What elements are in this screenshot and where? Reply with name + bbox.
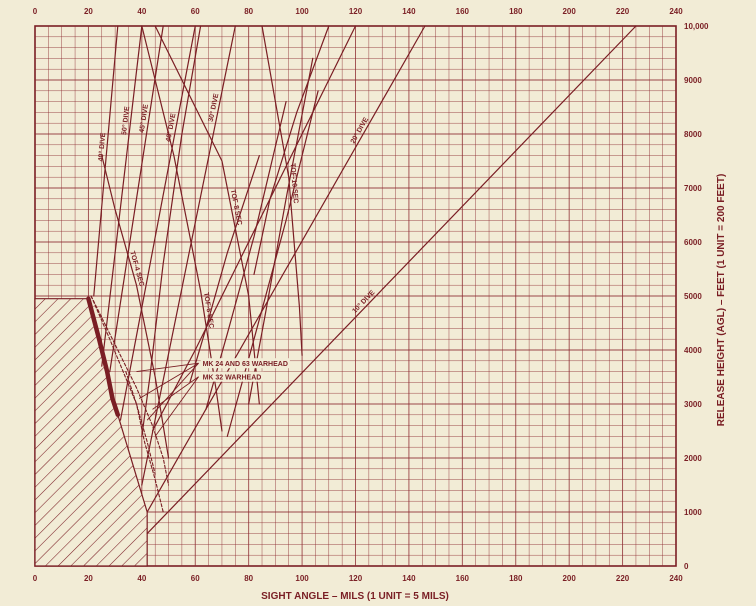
annotation-bg [200, 358, 290, 369]
series-line-12 [151, 25, 357, 432]
series-line-13 [189, 155, 260, 383]
series-50-dive [101, 25, 143, 367]
series-line-19 [90, 295, 170, 486]
x-tick-label-top: 220 [616, 7, 630, 16]
y-tick-label: 2000 [684, 454, 702, 463]
curve-label: 45° DIVE [138, 103, 150, 133]
y-tick-label: 5000 [684, 292, 702, 301]
y-tick-label: 0 [684, 562, 689, 571]
series-line-11 [141, 25, 202, 437]
series-40-dive [93, 25, 119, 297]
series-10-dive [146, 25, 637, 535]
x-tick-label-bottom: 100 [295, 574, 309, 583]
warhead-annotations: MK 24 AND 63 WARHEAD MK 32 WARHEAD [136, 358, 290, 437]
series-20-dive [146, 25, 426, 513]
series-45-dive [109, 25, 164, 373]
y-tick-label: 4000 [684, 346, 702, 355]
y-tick-label: 8000 [684, 130, 702, 139]
curve-label: TOF-10 SEC [289, 163, 299, 204]
annotation-arrow [152, 376, 199, 410]
x-tick-label-bottom: 80 [244, 574, 253, 583]
series-tof-10-sec [261, 25, 303, 356]
y-tick-label: 1000 [684, 508, 702, 517]
x-tick-label-top: 240 [669, 7, 683, 16]
series-line-14 [205, 100, 287, 410]
x-tick-label-bottom: 140 [402, 574, 416, 583]
curve-label: TOF-4 SEC [128, 250, 145, 287]
x-tick-label-top: 40 [137, 7, 146, 16]
annotation-bg [200, 371, 264, 382]
curve-label: 50° DIVE [120, 106, 131, 136]
x-tick-label-top: 20 [84, 7, 93, 16]
x-tick-label-top: 180 [509, 7, 523, 16]
annotation-arrow [146, 362, 199, 421]
limit-region [34, 298, 148, 567]
x-tick-label-bottom: 40 [137, 574, 146, 583]
y-tick-label: 9000 [684, 76, 702, 85]
curve-label: 10° DIVE [351, 288, 377, 315]
annotation-arrow [154, 376, 199, 437]
y-tick-label: 10,000 [684, 22, 709, 31]
y-tick-label: 7000 [684, 184, 702, 193]
annotation-text: MK 32 WARHEAD [203, 375, 262, 382]
x-tick-label-bottom: 200 [562, 574, 576, 583]
hatched-limit-region [34, 298, 148, 567]
x-tick-label-top: 100 [295, 7, 309, 16]
x-axis-title: SIGHT ANGLE – MILS (1 UNIT = 5 MILS) [261, 591, 449, 602]
series-line-18 [90, 295, 164, 513]
x-tick-label-bottom: 160 [456, 574, 470, 583]
x-tick-label-top: 160 [456, 7, 470, 16]
annotation-text: MK 24 AND 63 WARHEAD [203, 361, 288, 368]
series-40-dive [119, 25, 196, 421]
x-tick-label-bottom: 240 [669, 574, 683, 583]
series-line-17 [253, 25, 330, 275]
x-tick-label-bottom: 180 [509, 574, 523, 583]
y-tick-label: 3000 [684, 400, 702, 409]
curve-label: 40° DIVE [97, 132, 108, 162]
x-tick-label-top: 80 [244, 7, 253, 16]
y-axis-title: RELEASE HEIGHT (AGL) – FEET (1 UNIT = 20… [716, 174, 727, 427]
series-tof-6-sec [141, 25, 223, 432]
x-tick-label-bottom: 220 [616, 574, 630, 583]
series-line-15 [226, 90, 319, 437]
x-tick-label-top: 0 [33, 7, 38, 16]
tick-labels: 0 0 20 20 40 40 60 60 80 80 100 100 120 120 140 140 160 1… [33, 7, 709, 583]
annotation-arrow [138, 362, 199, 399]
x-tick-label-bottom: 60 [191, 574, 200, 583]
curves [86, 25, 637, 535]
x-tick-label-bottom: 0 [33, 574, 38, 583]
x-tick-label-bottom: 120 [349, 574, 363, 583]
y-tick-label: 6000 [684, 238, 702, 247]
x-tick-label-bottom: 20 [84, 574, 93, 583]
series-line-20 [125, 371, 156, 475]
series-line-21 [86, 296, 121, 418]
x-tick-label-top: 60 [191, 7, 200, 16]
annotation-arrow [136, 362, 199, 373]
x-tick-label-top: 200 [562, 7, 576, 16]
x-tick-label-top: 120 [349, 7, 363, 16]
x-tick-label-top: 140 [402, 7, 416, 16]
